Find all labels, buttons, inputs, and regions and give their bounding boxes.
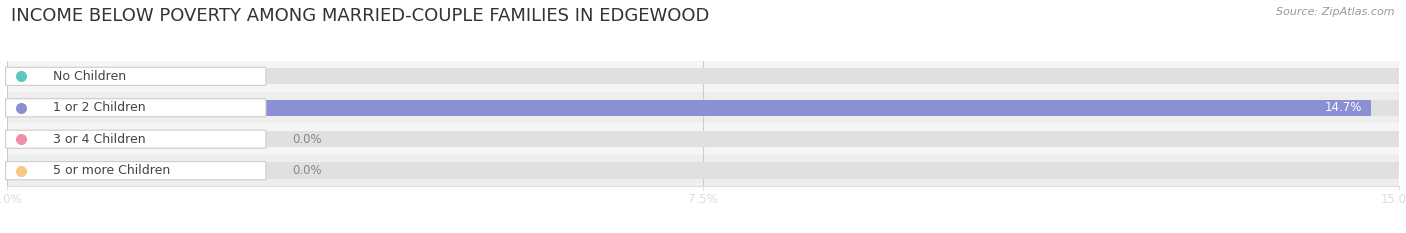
Text: 5 or more Children: 5 or more Children [53, 164, 170, 177]
Text: 3 or 4 Children: 3 or 4 Children [53, 133, 146, 146]
Bar [7, 99, 1371, 116]
Text: No Children: No Children [53, 70, 127, 83]
Text: Source: ZipAtlas.com: Source: ZipAtlas.com [1277, 7, 1395, 17]
Bar [7, 61, 1399, 92]
Text: 1.5%: 1.5% [107, 70, 136, 83]
Bar [7, 68, 146, 85]
FancyBboxPatch shape [6, 130, 266, 148]
Text: 0.0%: 0.0% [292, 133, 322, 146]
Text: INCOME BELOW POVERTY AMONG MARRIED-COUPLE FAMILIES IN EDGEWOOD: INCOME BELOW POVERTY AMONG MARRIED-COUPL… [11, 7, 710, 25]
Bar [7, 99, 1399, 116]
Text: 14.7%: 14.7% [1324, 101, 1362, 114]
Text: 0.0%: 0.0% [292, 164, 322, 177]
Bar [7, 68, 1399, 85]
Bar [7, 155, 1399, 186]
Bar [7, 92, 1399, 123]
Bar [7, 123, 1399, 155]
FancyBboxPatch shape [6, 99, 266, 117]
FancyBboxPatch shape [6, 162, 266, 180]
FancyBboxPatch shape [6, 67, 266, 85]
Text: 1 or 2 Children: 1 or 2 Children [53, 101, 146, 114]
Bar [7, 131, 1399, 147]
Bar [7, 162, 1399, 179]
